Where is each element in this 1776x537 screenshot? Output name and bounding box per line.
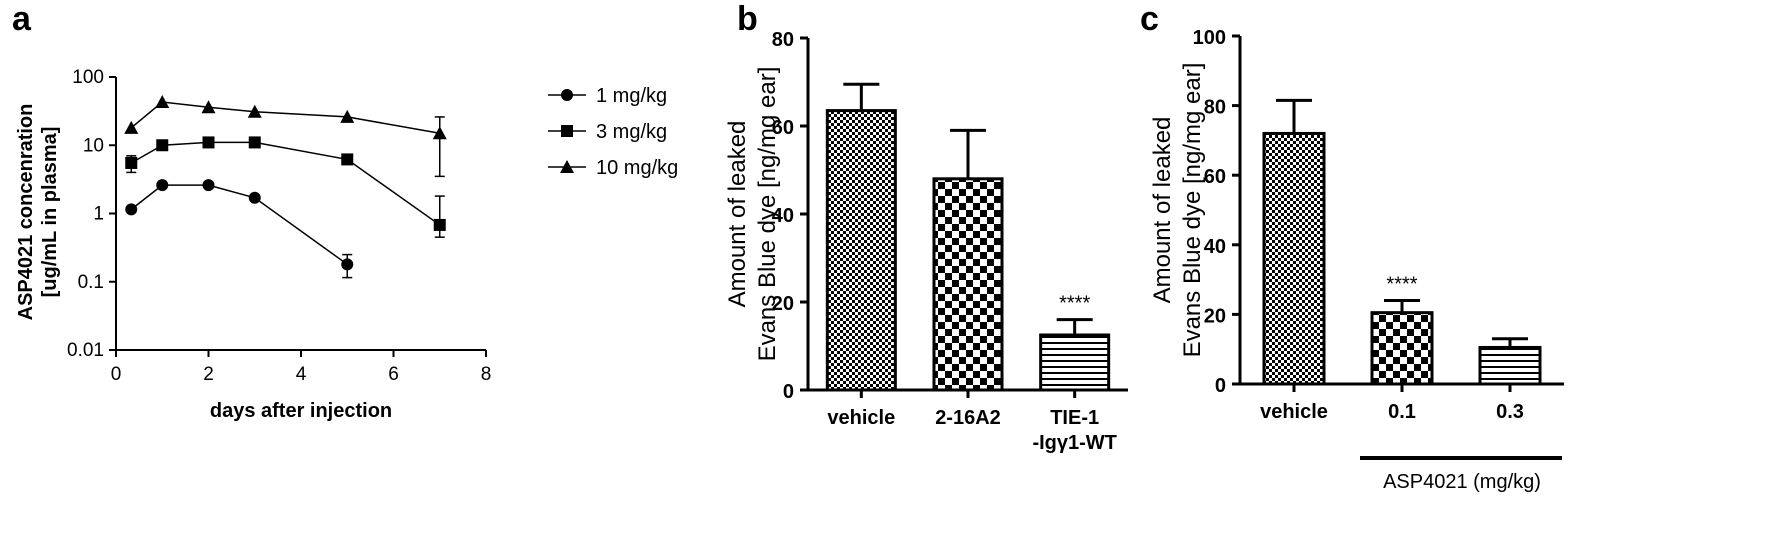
panel-a-data-point: [341, 258, 354, 271]
panel-a-y-tick-label: 1: [93, 204, 104, 225]
panel-a-x-tick-label: 6: [388, 364, 399, 385]
panel-a-x-tick-label: 8: [481, 364, 492, 385]
panel-c-y-tick-label: 60: [1204, 166, 1226, 188]
panel-c-bar: [1370, 311, 1434, 386]
panel-a-x-tick-label: 0: [111, 364, 122, 385]
panel-c-x-tick-label: 0.3: [1496, 401, 1524, 423]
panel-b-y-tick-label: 80: [772, 29, 794, 51]
panel-a-legend: 1 mg/kg 3 mg/kg 10 mg/kg: [548, 85, 678, 179]
panel-a-data-point: [432, 126, 447, 140]
panel-b-bar: [825, 109, 897, 392]
panel-a-y-tick-label: 0.01: [67, 340, 104, 361]
legend-marker: [561, 125, 573, 137]
legend-label: 10 mg/kg: [596, 157, 678, 179]
panel-b-y-tick-label: 20: [772, 293, 794, 315]
panel-a-data-point: [248, 191, 261, 204]
panel-a-y-axis-label-line1: ASP4021 concenration: [15, 104, 37, 321]
panel-c-x-tick-label: vehicle: [1260, 401, 1328, 423]
panel-a-data-point: [248, 136, 261, 149]
panel-b-bar: [1039, 333, 1111, 392]
panel-b-y-tick-label: 60: [772, 117, 794, 139]
panel-c-significance: ****: [1386, 273, 1417, 295]
panel-c-y-tick-label: 40: [1204, 236, 1226, 258]
panel-b-y-axis-label-line2: Evans Blue dye [ng/mg ear]: [754, 67, 781, 362]
panel-c-y-tick-label: 20: [1204, 305, 1226, 327]
panel-b-y-tick-label: 0: [783, 381, 794, 403]
panel-a-data-point: [155, 95, 170, 109]
panel-a-data-point: [124, 120, 139, 134]
panel-b-x-tick-label: -Igγ1-WT: [1032, 432, 1116, 454]
panel-a-data-point: [341, 153, 354, 166]
panel-a-data-point: [201, 100, 216, 114]
panel-b-bar: [932, 177, 1004, 392]
panel-a-data-point: [125, 203, 138, 216]
panel-a-data-point: [202, 179, 215, 192]
panel-c-letter: c: [1140, 0, 1159, 38]
panel-c-y-tick-label: 80: [1204, 97, 1226, 119]
panel-a-ticks: 0.01 0.1 1 10 100 0 2 4 6 8: [67, 67, 491, 385]
panel-c-bar: [1262, 131, 1326, 386]
panel-a-y-axis-label-line2: [ug/mL in plasma]: [39, 127, 61, 298]
panel-b-letter: b: [737, 0, 758, 38]
panel-c-y-axis-label-line1: Amount of leaked: [1149, 117, 1176, 304]
panel-c-y-axis-label-line2: Evans Blue dye [ng/mg ear]: [1179, 63, 1206, 358]
panel-a-y-tick-label: 100: [72, 67, 104, 88]
panel-c-chart: 0 20 40 60 80 100 vehicle 0.1 **** 0.3 Amount of …: [1149, 27, 1564, 493]
panel-a-y-tick-label: 0.1: [78, 272, 104, 293]
panel-b-x-tick-label: vehicle: [827, 407, 895, 429]
legend-marker: [560, 160, 574, 173]
legend-label: 3 mg/kg: [596, 121, 667, 143]
panel-a-series-line: [130, 141, 441, 226]
panel-a-data-point: [202, 136, 215, 149]
panel-b-significance: ****: [1059, 293, 1090, 315]
panel-c-bar: [1478, 345, 1542, 386]
panel-c-group-label: ASP4021 (mg/kg): [1383, 471, 1541, 493]
panel-b-x-tick-label: TIE-1: [1050, 407, 1099, 429]
panel-a-data-point: [340, 109, 355, 123]
panel-a-series-line: [130, 184, 348, 265]
panel-c-y-tick-label: 0: [1215, 375, 1226, 397]
panel-a-axes: [115, 77, 486, 351]
panel-a-data-point: [433, 218, 446, 231]
panel-c-x-tick-label: 0.1: [1388, 401, 1416, 423]
panel-b-y-tick-label: 40: [772, 205, 794, 227]
panel-a-data-point: [156, 179, 169, 192]
legend-label: 1 mg/kg: [596, 85, 667, 107]
panel-a-letter: a: [12, 0, 32, 38]
panel-b-y-axis-label-line1: Amount of leaked: [724, 121, 751, 308]
panel-a-data-point: [156, 139, 169, 152]
panel-a-series: [124, 95, 447, 279]
panel-c-y-tick-label: 100: [1193, 27, 1226, 49]
panel-a-x-tick-label: 2: [203, 364, 214, 385]
panel-a-data-point: [125, 156, 138, 169]
panel-a-y-tick-label: 10: [83, 135, 104, 156]
panel-a-x-tick-label: 4: [296, 364, 307, 385]
legend-marker: [561, 89, 573, 101]
panel-b-x-tick-label: 2-16A2: [935, 407, 1001, 429]
panel-a-data-point: [247, 104, 262, 118]
panel-a-series-line: [130, 101, 440, 134]
panel-a-x-axis-label: days after injection: [210, 400, 392, 422]
